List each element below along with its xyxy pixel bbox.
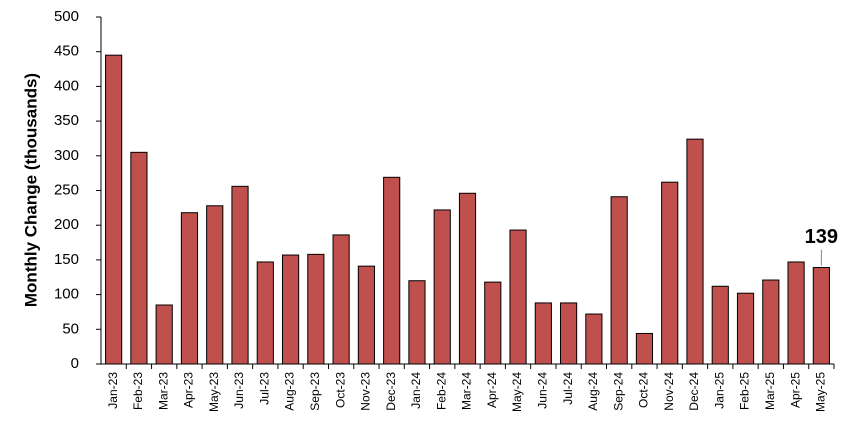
y-tick-label: 50 bbox=[62, 320, 79, 337]
x-tick-label: Oct-24 bbox=[637, 372, 651, 408]
x-tick-label: Mar-25 bbox=[763, 372, 777, 410]
x-tick-label: Mar-24 bbox=[460, 372, 474, 410]
y-tick-label: 500 bbox=[54, 8, 79, 25]
x-tick-label: Jan-24 bbox=[409, 372, 423, 409]
y-axis-label: Monthly Change (thousands) bbox=[21, 73, 40, 307]
bar bbox=[206, 205, 224, 365]
y-tick-label: 400 bbox=[54, 77, 79, 94]
y-tick-label: 350 bbox=[54, 112, 79, 129]
x-tick-label: May-25 bbox=[814, 372, 828, 412]
x-tick-label: Jul-24 bbox=[561, 372, 575, 405]
x-tick-label: Dec-24 bbox=[687, 372, 701, 411]
y-tick-label: 250 bbox=[54, 181, 79, 198]
bar bbox=[560, 302, 578, 365]
bar bbox=[610, 196, 628, 365]
bar bbox=[509, 229, 527, 365]
x-tick-label: Nov-24 bbox=[662, 372, 676, 411]
bar bbox=[661, 181, 679, 365]
bar bbox=[281, 254, 300, 365]
bar bbox=[787, 261, 805, 365]
x-tick-label: Apr-24 bbox=[485, 372, 499, 408]
bar bbox=[307, 253, 325, 365]
bar bbox=[484, 281, 502, 365]
y-tick-label: 0 bbox=[71, 355, 79, 372]
bar bbox=[762, 279, 780, 365]
x-tick-label: Dec-23 bbox=[384, 372, 398, 411]
bar bbox=[711, 285, 729, 365]
y-tick-label: 200 bbox=[54, 216, 79, 233]
y-tick-label: 150 bbox=[54, 251, 79, 268]
x-tick-label: Jan-23 bbox=[106, 372, 120, 409]
x-tick-label: Feb-24 bbox=[434, 372, 448, 410]
x-tick-label: Feb-23 bbox=[131, 372, 145, 410]
bar bbox=[458, 192, 477, 365]
x-tick-label: Mar-23 bbox=[156, 372, 170, 410]
bar bbox=[686, 138, 704, 365]
bar bbox=[534, 302, 552, 365]
bar bbox=[383, 176, 401, 365]
bar bbox=[231, 185, 249, 365]
bar bbox=[332, 234, 350, 365]
y-tick-label: 300 bbox=[54, 147, 79, 164]
x-tick-label: Jan-25 bbox=[712, 372, 726, 409]
bar bbox=[408, 280, 426, 365]
x-tick-label: Sep-24 bbox=[611, 372, 625, 411]
bar bbox=[256, 261, 274, 365]
x-tick-label: Aug-23 bbox=[283, 372, 297, 411]
bar bbox=[433, 209, 451, 365]
bar bbox=[155, 304, 173, 365]
x-tick-label: Jul-23 bbox=[257, 372, 271, 405]
x-tick-label: May-24 bbox=[510, 372, 524, 412]
y-tick-label: 100 bbox=[54, 286, 79, 303]
x-tick-label: Sep-23 bbox=[308, 372, 322, 411]
x-tick-label: Apr-23 bbox=[182, 372, 196, 408]
x-tick-label: Oct-23 bbox=[333, 372, 347, 408]
y-tick-label: 450 bbox=[54, 43, 79, 60]
x-tick-label: Jun-23 bbox=[232, 372, 246, 409]
x-tick-label: Jun-24 bbox=[535, 372, 549, 409]
bar bbox=[130, 151, 148, 365]
bar bbox=[105, 54, 123, 365]
x-tick-label: May-23 bbox=[207, 372, 221, 412]
bar bbox=[585, 313, 603, 365]
bar bbox=[180, 212, 199, 365]
bar bbox=[736, 292, 755, 365]
value-label: 139 bbox=[805, 226, 838, 248]
x-tick-label: Apr-25 bbox=[788, 372, 802, 408]
x-tick-label: Nov-23 bbox=[359, 372, 373, 411]
bar bbox=[357, 265, 375, 365]
x-tick-label: Aug-24 bbox=[586, 372, 600, 411]
x-tick-label: Feb-25 bbox=[738, 372, 752, 410]
bar bbox=[812, 267, 830, 365]
bar bbox=[635, 332, 654, 365]
